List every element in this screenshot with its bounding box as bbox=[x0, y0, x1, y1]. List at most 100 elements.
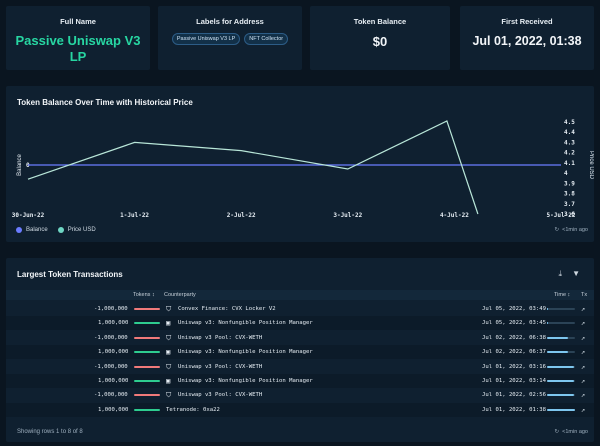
transactions-updated-text: <1min ago bbox=[562, 429, 588, 435]
balance-price-chart[interactable]: 30-Jun-22 1-Jul-22 2-Jul-22 3-Jul-22 4-Jul-2… bbox=[6, 86, 594, 242]
recency-bar bbox=[547, 380, 575, 382]
legend-item-balance[interactable]: Balance bbox=[16, 227, 48, 233]
chart-updated: ↻ <1min ago bbox=[555, 227, 588, 233]
token-balance-value: $0 bbox=[372, 34, 388, 49]
time-cell: Jul 01, 2022, 03:14 bbox=[482, 378, 546, 384]
tokens-cell: -1,000,000 bbox=[94, 306, 128, 312]
tokens-cell: 1,000,000 bbox=[98, 378, 129, 384]
time-cell: Jul 02, 2022, 06:37 bbox=[482, 349, 546, 356]
chart-legend: Balance Price USD bbox=[16, 227, 96, 233]
labels-title: Labels for Address bbox=[196, 17, 264, 26]
tokens-cell: -1,000,000 bbox=[94, 392, 128, 399]
label-tag[interactable]: NFT Collector bbox=[244, 33, 289, 45]
x-tick-label: 30-Jun-22 bbox=[12, 212, 45, 219]
time-cell: Jul 01, 2022, 01:38 bbox=[482, 406, 546, 413]
token-flow-bar bbox=[134, 308, 160, 310]
refresh-icon[interactable]: ↻ bbox=[554, 429, 560, 435]
tokens-cell: -1,000,000 bbox=[94, 363, 128, 370]
table-row[interactable]: 1,000,000 ▣ Uniswap v3: Nonfungible Positi… bbox=[6, 345, 594, 360]
time-cell: Jul 05, 2022, 03:49 bbox=[482, 306, 546, 312]
table-row[interactable]: 1,000,000 ▣ Uniswap v3: Nonfungible Positi… bbox=[6, 374, 594, 388]
y2-tick-label: 4.1 bbox=[564, 160, 575, 167]
table-row[interactable]: -1,000,000 ⛉ Uniswap v3 Pool: CVX-WETH Jul … bbox=[6, 360, 594, 374]
col-time[interactable]: Time ↕ bbox=[554, 292, 571, 298]
external-link-icon[interactable]: ↗ bbox=[581, 319, 586, 328]
y2-tick-label: 3.8 bbox=[564, 191, 575, 198]
token-flow-bar bbox=[134, 408, 160, 411]
counterparty-cell[interactable]: Uniswap v3 Pool: CVX-WETH bbox=[178, 334, 263, 341]
counterparty-cell[interactable]: Uniswap v3 Pool: CVX-WETH bbox=[178, 363, 263, 370]
legend-label-price: Price USD bbox=[67, 227, 96, 233]
refresh-icon[interactable]: ↻ bbox=[554, 227, 560, 233]
legend-item-price[interactable]: Price USD bbox=[57, 227, 96, 233]
counterparty-cell[interactable]: Uniswap v3: Nonfungible Position Manager bbox=[178, 320, 313, 327]
external-link-icon[interactable]: ↗ bbox=[581, 348, 586, 357]
external-link-icon[interactable]: ↗ bbox=[581, 305, 586, 313]
label-tag[interactable]: Passive Uniswap V3 LP bbox=[171, 33, 241, 45]
y2-tick-label: 4.2 bbox=[564, 150, 575, 157]
chart-updated-text: <1min ago bbox=[562, 227, 588, 233]
time-cell: Jul 02, 2022, 06:38 bbox=[482, 334, 546, 341]
recency-bar bbox=[547, 365, 575, 368]
col-tokens[interactable]: Tokens ↕ bbox=[133, 292, 155, 298]
recency-bar bbox=[547, 394, 575, 397]
table-row[interactable]: 1,000,000 Tetranode: 0xa22 Jul 01, 2022, 0… bbox=[6, 402, 594, 417]
tokens-cell: 1,000,000 bbox=[98, 349, 129, 356]
pool-icon: ⛉ bbox=[166, 333, 172, 342]
col-tx: Tx bbox=[581, 292, 588, 298]
table-row[interactable]: 1,000,000 ▣ Uniswap v3: Nonfungible Positi… bbox=[6, 316, 594, 331]
first-received-title: First Received bbox=[501, 17, 553, 26]
chart-card: Token Balance Over Time with Historical … bbox=[6, 86, 594, 242]
legend-label-balance: Balance bbox=[26, 227, 48, 233]
external-link-icon[interactable]: ↗ bbox=[581, 362, 586, 371]
counterparty-cell[interactable]: Convex Finance: CVX Locker V2 bbox=[178, 306, 276, 312]
transactions-title: Largest Token Transactions bbox=[17, 270, 123, 279]
table-row[interactable]: -1,000,000 ⛉ Uniswap v3 Pool: CVX-WETH Jul … bbox=[6, 388, 594, 402]
col-counterparty[interactable]: Counterparty bbox=[164, 292, 196, 298]
full-name-card: Full Name Passive Uniswap V3 LP bbox=[6, 6, 150, 70]
token-flow-bar bbox=[134, 351, 160, 354]
counterparty-cell[interactable]: Uniswap v3 Pool: CVX-WETH bbox=[178, 392, 263, 399]
nft-icon: ▣ bbox=[166, 377, 171, 385]
token-flow-bar bbox=[134, 336, 160, 339]
pool-icon: ⛉ bbox=[166, 362, 172, 371]
token-flow-bar bbox=[134, 365, 160, 368]
table-row[interactable]: -1,000,000 ⛉ Uniswap v3 Pool: CVX-WETH Jul … bbox=[6, 331, 594, 345]
chart-title: Token Balance Over Time with Historical … bbox=[17, 98, 193, 107]
external-link-icon[interactable]: ↗ bbox=[581, 391, 586, 400]
pool-icon: ⛉ bbox=[166, 391, 172, 400]
col-time-label: Time bbox=[554, 292, 567, 298]
x-tick-label: 2-Jul-22 bbox=[227, 212, 256, 219]
time-cell: Jul 05, 2022, 03:45 bbox=[482, 320, 546, 327]
shield-icon: ⛉ bbox=[166, 305, 172, 313]
label-tags: Passive Uniswap V3 LP NFT Collector bbox=[158, 33, 302, 45]
external-link-icon[interactable]: ↗ bbox=[581, 333, 586, 342]
tokens-cell: -1,000,000 bbox=[94, 334, 128, 341]
recency-bar bbox=[547, 322, 575, 325]
y2-tick-label: 4.5 bbox=[564, 119, 575, 126]
nft-icon: ▣ bbox=[166, 319, 171, 328]
tokens-cell: 1,000,000 bbox=[98, 320, 129, 327]
external-link-icon[interactable]: ↗ bbox=[581, 377, 586, 385]
x-tick-label: 3-Jul-22 bbox=[333, 212, 362, 219]
full-name-title: Full Name bbox=[60, 17, 96, 26]
first-received-card: First Received Jul 01, 2022, 01:38 bbox=[460, 6, 594, 70]
counterparty-cell[interactable]: Uniswap v3: Nonfungible Position Manager bbox=[178, 378, 313, 384]
y2-axis-label: Price USD bbox=[588, 151, 594, 180]
series-line-price bbox=[27, 120, 479, 215]
tokens-cell: 1,000,000 bbox=[98, 406, 129, 413]
filter-icon[interactable]: ▼ bbox=[572, 269, 580, 278]
counterparty-cell[interactable]: Uniswap v3: Nonfungible Position Manager bbox=[178, 349, 313, 356]
token-balance-card: Token Balance $0 bbox=[310, 6, 450, 70]
download-icon[interactable]: ⤓ bbox=[558, 269, 563, 278]
transactions-card: Largest Token Transactions ⤓ ▼ Tokens ↕ … bbox=[6, 258, 594, 442]
table-row[interactable]: -1,000,000 ⛉ Convex Finance: CVX Locker V2… bbox=[6, 302, 594, 316]
nft-icon: ▣ bbox=[166, 348, 171, 357]
labels-card: Labels for Address Passive Uniswap V3 LP… bbox=[158, 6, 302, 70]
x-tick-label: 4-Jul-22 bbox=[440, 212, 469, 219]
y2-tick-label: 3.7 bbox=[564, 201, 575, 208]
external-link-icon[interactable]: ↗ bbox=[581, 405, 586, 414]
time-cell: Jul 01, 2022, 02:56 bbox=[482, 392, 546, 399]
counterparty-cell[interactable]: Tetranode: 0xa22 bbox=[166, 406, 220, 413]
col-tokens-label: Tokens bbox=[133, 292, 151, 298]
